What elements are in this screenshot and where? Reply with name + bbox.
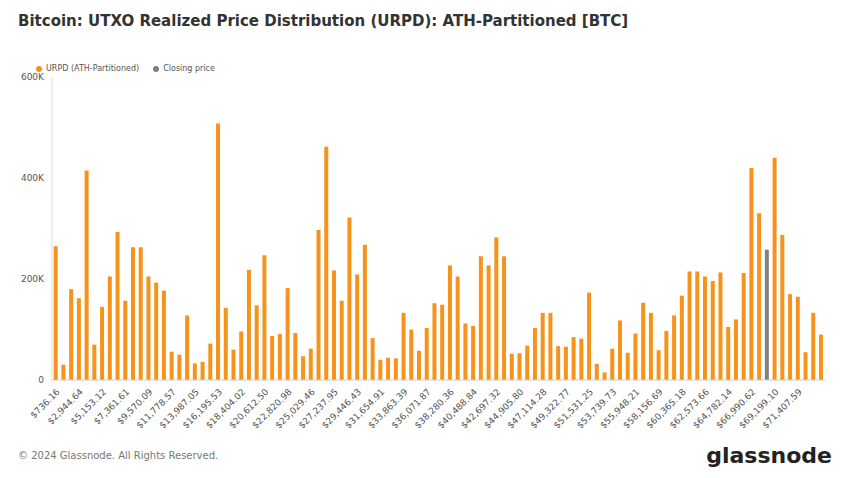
svg-text:$9,570.09: $9,570.09 xyxy=(115,386,155,427)
svg-text:$22,820.98: $22,820.98 xyxy=(250,386,294,431)
svg-text:$27,237.95: $27,237.95 xyxy=(296,386,341,431)
svg-text:$11,778.57: $11,778.57 xyxy=(134,386,178,431)
html-text:URPD (ATH-Partitioned): URPD (ATH-Partitioned) xyxy=(46,64,140,73)
svg-text:$69,199.10: $69,199.10 xyxy=(737,386,781,431)
html-text:Bitcoin: UTXO Realized Price D: Bitcoin: UTXO Realized Price Distributio… xyxy=(18,12,629,30)
svg-text:$49,322.77: $49,322.77 xyxy=(528,386,572,431)
svg-text:$38,280.36: $38,280.36 xyxy=(412,386,456,431)
svg-text:$2,944.64: $2,944.64 xyxy=(45,386,85,427)
svg-text:$62,573.66: $62,573.66 xyxy=(667,386,712,431)
svg-text:$16,195.53: $16,195.53 xyxy=(180,386,225,431)
svg-text:$53,739.73: $53,739.73 xyxy=(574,386,619,431)
svg-text:600K: 600K xyxy=(21,72,45,82)
svg-text:$55,948.21: $55,948.21 xyxy=(598,386,642,431)
svg-text:$25,029.46: $25,029.46 xyxy=(273,386,317,431)
svg-text:400K: 400K xyxy=(21,173,45,183)
svg-text:200K: 200K xyxy=(21,274,45,284)
svg-text:$58,156.69: $58,156.69 xyxy=(621,386,665,431)
svg-text:$51,531.25: $51,531.25 xyxy=(551,386,596,431)
svg-text:$44,905.80: $44,905.80 xyxy=(482,386,526,431)
html-text:© 2024 Glassnode. All Rights R: © 2024 Glassnode. All Rights Reserved. xyxy=(18,450,219,461)
svg-text:$60,365.18: $60,365.18 xyxy=(644,386,688,431)
svg-text:$42,697.32: $42,697.32 xyxy=(458,386,503,431)
svg-text:$7,361.61: $7,361.61 xyxy=(91,386,132,427)
svg-text:$66,990.62: $66,990.62 xyxy=(714,386,758,431)
html-text:Closing price: Closing price xyxy=(163,64,215,73)
svg-text:$736.16: $736.16 xyxy=(28,386,62,421)
svg-text:$20,612.50: $20,612.50 xyxy=(227,386,271,431)
svg-text:$47,114.28: $47,114.28 xyxy=(505,386,549,431)
svg-text:$33,863.39: $33,863.39 xyxy=(366,386,410,431)
svg-text:$29,446.43: $29,446.43 xyxy=(319,386,364,431)
svg-text:$13,987.05: $13,987.05 xyxy=(157,386,201,431)
svg-text:$5,153.12: $5,153.12 xyxy=(68,386,109,427)
svg-text:0: 0 xyxy=(38,375,44,385)
svg-text:$36,071.87: $36,071.87 xyxy=(389,386,433,431)
html-text:glassnode: glassnode xyxy=(706,443,832,468)
svg-text:$40,488.84: $40,488.84 xyxy=(435,386,480,431)
svg-text:$18,404.02: $18,404.02 xyxy=(203,386,248,431)
svg-text:$64,782.14: $64,782.14 xyxy=(690,386,735,431)
svg-text:$31,654.91: $31,654.91 xyxy=(342,386,387,431)
svg-text:$71,407.59: $71,407.59 xyxy=(760,387,804,431)
